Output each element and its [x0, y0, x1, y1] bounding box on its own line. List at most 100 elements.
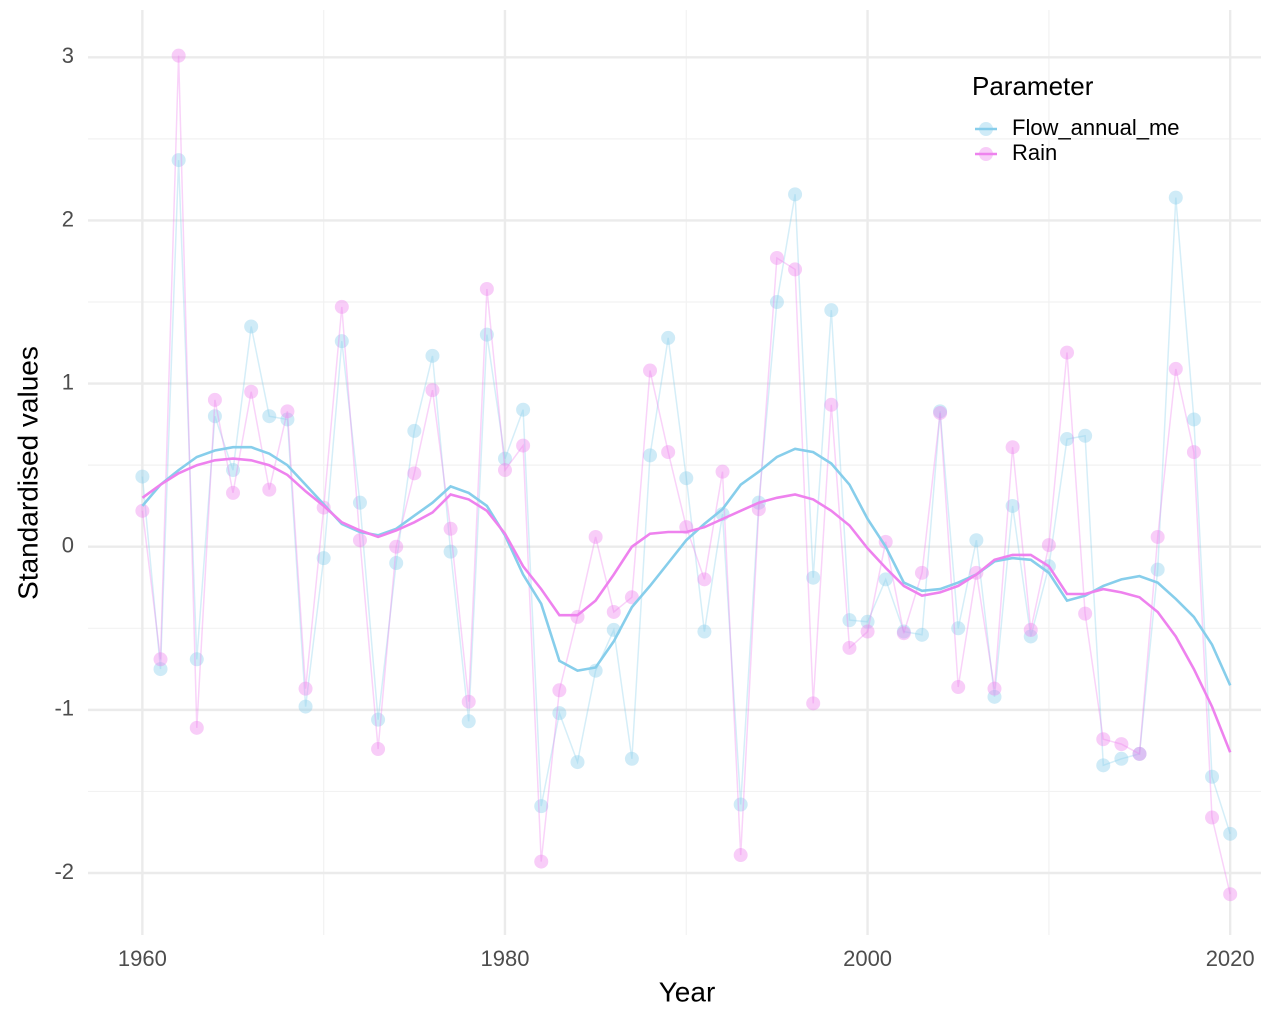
point [643, 448, 658, 463]
x-axis-label: Year [659, 976, 716, 1007]
point [171, 153, 186, 168]
point [661, 445, 676, 460]
point [552, 706, 567, 721]
point [352, 533, 367, 548]
point [443, 521, 458, 536]
y-tick-label: 3 [62, 43, 74, 68]
point [878, 534, 893, 549]
point [1005, 498, 1020, 513]
point [407, 423, 422, 438]
point [842, 613, 857, 628]
point [425, 348, 440, 363]
point [1132, 746, 1147, 761]
point [806, 570, 821, 585]
point [1223, 826, 1238, 841]
point [733, 797, 748, 812]
point [479, 327, 494, 342]
legend-label: Flow_annual_me [1012, 115, 1180, 140]
point [588, 529, 603, 544]
point [769, 295, 784, 310]
point [497, 451, 512, 466]
point [933, 405, 948, 420]
point [643, 363, 658, 378]
point [624, 751, 639, 766]
point [207, 409, 222, 424]
point [1041, 538, 1056, 553]
point [1150, 529, 1165, 544]
point [1205, 769, 1220, 784]
point [389, 539, 404, 554]
point [896, 626, 911, 641]
legend-title: Parameter [972, 71, 1094, 101]
point [407, 466, 422, 481]
grid [88, 10, 1261, 935]
point [135, 469, 150, 484]
point [824, 397, 839, 412]
y-tick-label: -1 [54, 696, 74, 721]
point [1023, 629, 1038, 644]
point [1005, 440, 1020, 455]
point [1060, 432, 1075, 447]
point [769, 250, 784, 265]
point [1223, 887, 1238, 902]
point [951, 680, 966, 695]
point [516, 402, 531, 417]
point [1186, 412, 1201, 427]
point [751, 502, 766, 517]
point [461, 694, 476, 709]
point [661, 330, 676, 345]
legend-label: Rain [1012, 140, 1057, 165]
point [969, 533, 984, 548]
point [878, 572, 893, 587]
point [570, 755, 585, 770]
point [1078, 428, 1093, 443]
point [1114, 737, 1129, 752]
point [1096, 758, 1111, 773]
point [298, 699, 313, 714]
point [679, 471, 694, 486]
point [715, 464, 730, 479]
point [1132, 746, 1147, 761]
point [244, 319, 259, 334]
point [697, 624, 712, 639]
point [1060, 345, 1075, 360]
legend-key-point [979, 122, 993, 136]
point [334, 334, 349, 349]
y-tick-label: 1 [62, 369, 74, 394]
x-tick-label: 1960 [118, 946, 167, 971]
point [788, 262, 803, 277]
point [262, 482, 277, 497]
point [824, 303, 839, 318]
point [425, 383, 440, 398]
point [135, 503, 150, 518]
point [1023, 622, 1038, 637]
point [914, 627, 929, 642]
y-axis-label: Standardised values [12, 346, 43, 600]
point [244, 384, 259, 399]
point [1096, 732, 1111, 747]
point [1078, 606, 1093, 621]
point [896, 624, 911, 639]
point [987, 689, 1002, 704]
point [298, 681, 313, 696]
point [806, 696, 821, 711]
point [153, 652, 168, 667]
point [842, 640, 857, 655]
y-tick-label: -2 [54, 859, 74, 884]
point [479, 281, 494, 296]
point [316, 551, 331, 566]
point [951, 621, 966, 636]
point [153, 662, 168, 677]
point [352, 495, 367, 510]
point [552, 683, 567, 698]
point [606, 604, 621, 619]
point [914, 565, 929, 580]
point [1186, 445, 1201, 460]
point [171, 48, 186, 63]
point [189, 652, 204, 667]
y-tick-label: 2 [62, 206, 74, 231]
smooth-line [141, 457, 1232, 753]
point [516, 438, 531, 453]
point [534, 799, 549, 814]
point [226, 485, 241, 500]
